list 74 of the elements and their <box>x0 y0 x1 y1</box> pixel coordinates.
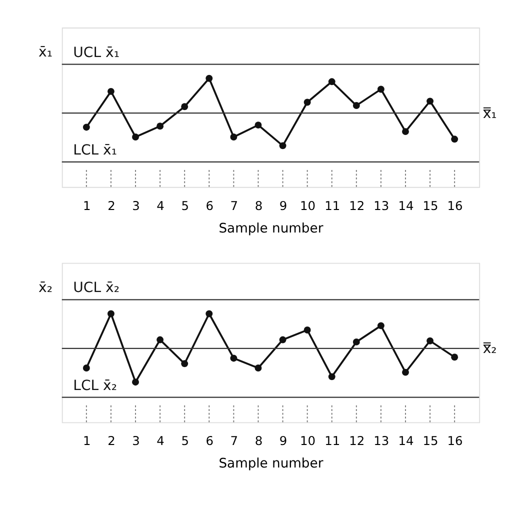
x-tick-label: 10 <box>300 434 316 448</box>
point <box>451 354 458 361</box>
point <box>328 78 336 86</box>
point <box>156 122 164 130</box>
point <box>377 86 384 93</box>
x-tick-label: 8 <box>254 434 263 448</box>
ref-line-label: LCL x̄₂ <box>73 378 118 394</box>
ref-line-label: UCL x̄₂ <box>73 280 120 296</box>
x-tick-label: 11 <box>324 434 340 448</box>
x-tick-label: 8 <box>254 198 263 213</box>
x-tick-label: 5 <box>181 198 189 213</box>
point <box>230 134 238 140</box>
point <box>206 310 213 318</box>
point <box>132 378 139 386</box>
point <box>426 337 434 344</box>
point <box>132 134 139 140</box>
point <box>230 354 238 362</box>
x-tick-label: 15 <box>422 434 438 448</box>
x-tick-label: 11 <box>324 198 340 213</box>
ref-line-label: x̿₁ <box>482 106 497 122</box>
point <box>426 98 434 105</box>
point <box>254 122 262 129</box>
x-tick-label: 2 <box>108 434 116 448</box>
x-tick-label: 3 <box>132 434 140 448</box>
x-tick-label: 4 <box>156 198 165 213</box>
x-tick-label: 3 <box>132 198 140 213</box>
x-tick-label: 15 <box>422 198 438 213</box>
x-tick-label: 9 <box>279 434 288 448</box>
x-tick-label: 5 <box>181 434 189 448</box>
point <box>402 368 409 376</box>
point <box>279 142 286 150</box>
y-axis-title: x̄₂ <box>38 280 53 296</box>
point <box>254 364 262 372</box>
point <box>451 136 458 143</box>
x-tick-label: 13 <box>374 198 390 213</box>
x-tick-label: 2 <box>108 198 116 213</box>
x-tick-label: 6 <box>206 198 214 213</box>
ref-line-label: x̿₂ <box>482 341 497 358</box>
x-tick-label: 7 <box>230 434 238 448</box>
point <box>107 88 114 95</box>
point <box>181 360 188 368</box>
x-tick-label: 16 <box>447 198 463 213</box>
x-tick-label: 1 <box>83 198 91 213</box>
x-tick-label: 12 <box>349 434 365 448</box>
point <box>352 102 360 109</box>
point <box>304 326 311 334</box>
point <box>328 373 336 380</box>
x-tick-label: 4 <box>156 434 165 448</box>
x-tick-label: 7 <box>230 198 238 213</box>
point <box>377 322 384 330</box>
point <box>352 338 360 346</box>
x-axis-title: Sample number <box>218 456 324 472</box>
x-tick-label: 9 <box>279 198 288 213</box>
x-tick-label: 10 <box>300 198 316 213</box>
x-tick-label: 14 <box>398 198 414 213</box>
point <box>206 74 213 82</box>
x-tick-label: 6 <box>206 434 214 448</box>
point <box>279 336 286 344</box>
point <box>82 124 90 131</box>
point <box>156 336 164 344</box>
x-tick-label: 13 <box>374 434 390 448</box>
x-tick-label: 12 <box>349 198 365 213</box>
point <box>107 310 114 318</box>
point <box>304 98 311 106</box>
x-tick-label: 1 <box>83 434 91 448</box>
ref-line-label: UCL x̄₁ <box>73 44 120 61</box>
y-axis-title: x̄₁ <box>38 44 53 61</box>
point <box>181 103 188 110</box>
x-axis-title: Sample number <box>218 221 324 236</box>
ref-line-label: LCL x̄₁ <box>73 142 118 158</box>
x-tick-label: 16 <box>447 434 463 448</box>
x-tick-label: 14 <box>398 434 414 448</box>
point <box>402 128 409 136</box>
point <box>82 364 90 372</box>
